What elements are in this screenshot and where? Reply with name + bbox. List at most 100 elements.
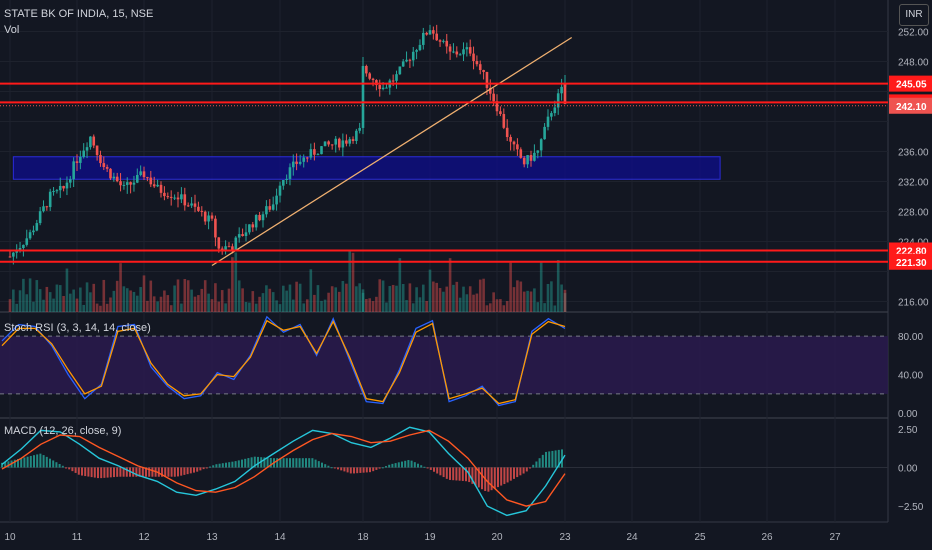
volume-bar [176, 279, 180, 312]
candle-body [109, 168, 112, 179]
volume-bar [22, 278, 25, 312]
candle-body [378, 85, 382, 90]
candle-body [485, 71, 489, 88]
candle-body [282, 180, 285, 186]
volume-bar [482, 278, 485, 312]
macd-histogram-bar [401, 461, 403, 468]
candle-body [163, 192, 166, 197]
macd-histogram-bar [170, 467, 173, 477]
candle-body [72, 161, 75, 180]
macd-histogram-bar [237, 460, 240, 468]
macd-histogram-bar [167, 467, 170, 477]
macd-label[interactable]: MACD (12, 26, close, 9) [4, 425, 122, 437]
candle-body [405, 59, 408, 62]
candle-body [241, 234, 244, 236]
volume-bar [8, 299, 12, 312]
macd-histogram-bar [340, 467, 343, 471]
volume-bar [72, 289, 75, 312]
macd-histogram-bar [417, 463, 419, 468]
macd-histogram-bar [301, 458, 304, 468]
candle-body [169, 196, 173, 198]
candle-body [58, 185, 62, 191]
macd-histogram-bar [535, 461, 538, 468]
stoch-y-tick-label: 40.00 [898, 371, 923, 382]
volume-bar [244, 301, 248, 312]
macd-histogram-bar [119, 467, 122, 477]
candle-body [553, 107, 557, 114]
macd-histogram-bar [429, 467, 432, 470]
candle-body [132, 182, 136, 185]
macd-histogram-bar [522, 467, 525, 474]
candle-body [95, 145, 99, 156]
volume-bar [237, 280, 241, 312]
candle-body [556, 93, 560, 108]
macd-histogram-bar [33, 455, 35, 468]
volume-bar [489, 303, 492, 312]
macd-histogram-bar [311, 458, 314, 468]
volume-bar [285, 290, 288, 312]
macd-histogram-bar [529, 467, 531, 469]
macd-histogram-bar [106, 467, 109, 478]
candle-body [361, 125, 365, 128]
volume-bar [129, 290, 132, 312]
macd-histogram-bar [276, 458, 279, 468]
macd-histogram-bar [52, 460, 55, 468]
macd-histogram-bar [225, 462, 227, 468]
price-label: 221.30 [896, 258, 927, 269]
candle-body [102, 163, 106, 168]
volume-bar [302, 303, 306, 312]
macd-histogram-bar [228, 462, 231, 468]
macd-histogram-bar [458, 467, 461, 481]
macd-histogram-bar [330, 467, 333, 469]
macd-histogram-bar [327, 465, 330, 468]
macd-histogram-bar [205, 467, 208, 469]
macd-histogram-bar [557, 449, 560, 468]
candle-body [368, 73, 371, 79]
volume-bar [241, 288, 244, 312]
symbol-title[interactable]: STATE BK OF INDIA, 15, NSE [4, 8, 154, 20]
volume-bar [316, 285, 320, 312]
volume-bar [58, 285, 62, 312]
volume-bar [305, 299, 309, 312]
macd-line [1, 426, 566, 517]
candle-body [509, 137, 512, 142]
macd-histogram-bar [77, 467, 80, 475]
macd-histogram-bar [250, 457, 253, 468]
stoch-rsi-label[interactable]: Stoch RSI (3, 3, 14, 14, close) [4, 322, 151, 334]
volume-bar [438, 288, 442, 312]
candle-body [495, 101, 499, 112]
candle-body [142, 171, 146, 178]
volume-bar [254, 303, 258, 312]
candle-body [472, 53, 475, 62]
macd-histogram-bar [433, 467, 435, 472]
macd-histogram-bar [23, 457, 26, 468]
volume-bar [210, 299, 214, 312]
volume-bar [478, 279, 482, 312]
candle-body [210, 215, 214, 219]
macd-histogram-bar [385, 466, 387, 468]
macd-histogram-bar [548, 451, 551, 468]
currency-button[interactable]: INR [899, 4, 929, 26]
macd-histogram-bar [337, 467, 339, 470]
macd-histogram-bar [244, 458, 247, 468]
volume-bar [278, 304, 282, 312]
macd-histogram-bar [519, 467, 522, 476]
candle-body [15, 251, 18, 253]
candle-body [391, 80, 395, 82]
candle-body [65, 182, 69, 189]
macd-histogram-bar [413, 462, 416, 468]
candle-body [231, 246, 234, 250]
macd-histogram-bar [36, 454, 39, 468]
volume-bar [79, 287, 82, 312]
macd-histogram-bar [314, 459, 317, 468]
candle-body [345, 140, 348, 144]
candle-body [381, 87, 385, 90]
candle-body [159, 184, 163, 193]
volume-bar [136, 295, 139, 312]
candle-body [305, 157, 309, 159]
volume-bar [291, 299, 295, 312]
price-label-box [889, 75, 932, 92]
volume-bar [512, 287, 516, 312]
volume-bar [539, 262, 543, 312]
